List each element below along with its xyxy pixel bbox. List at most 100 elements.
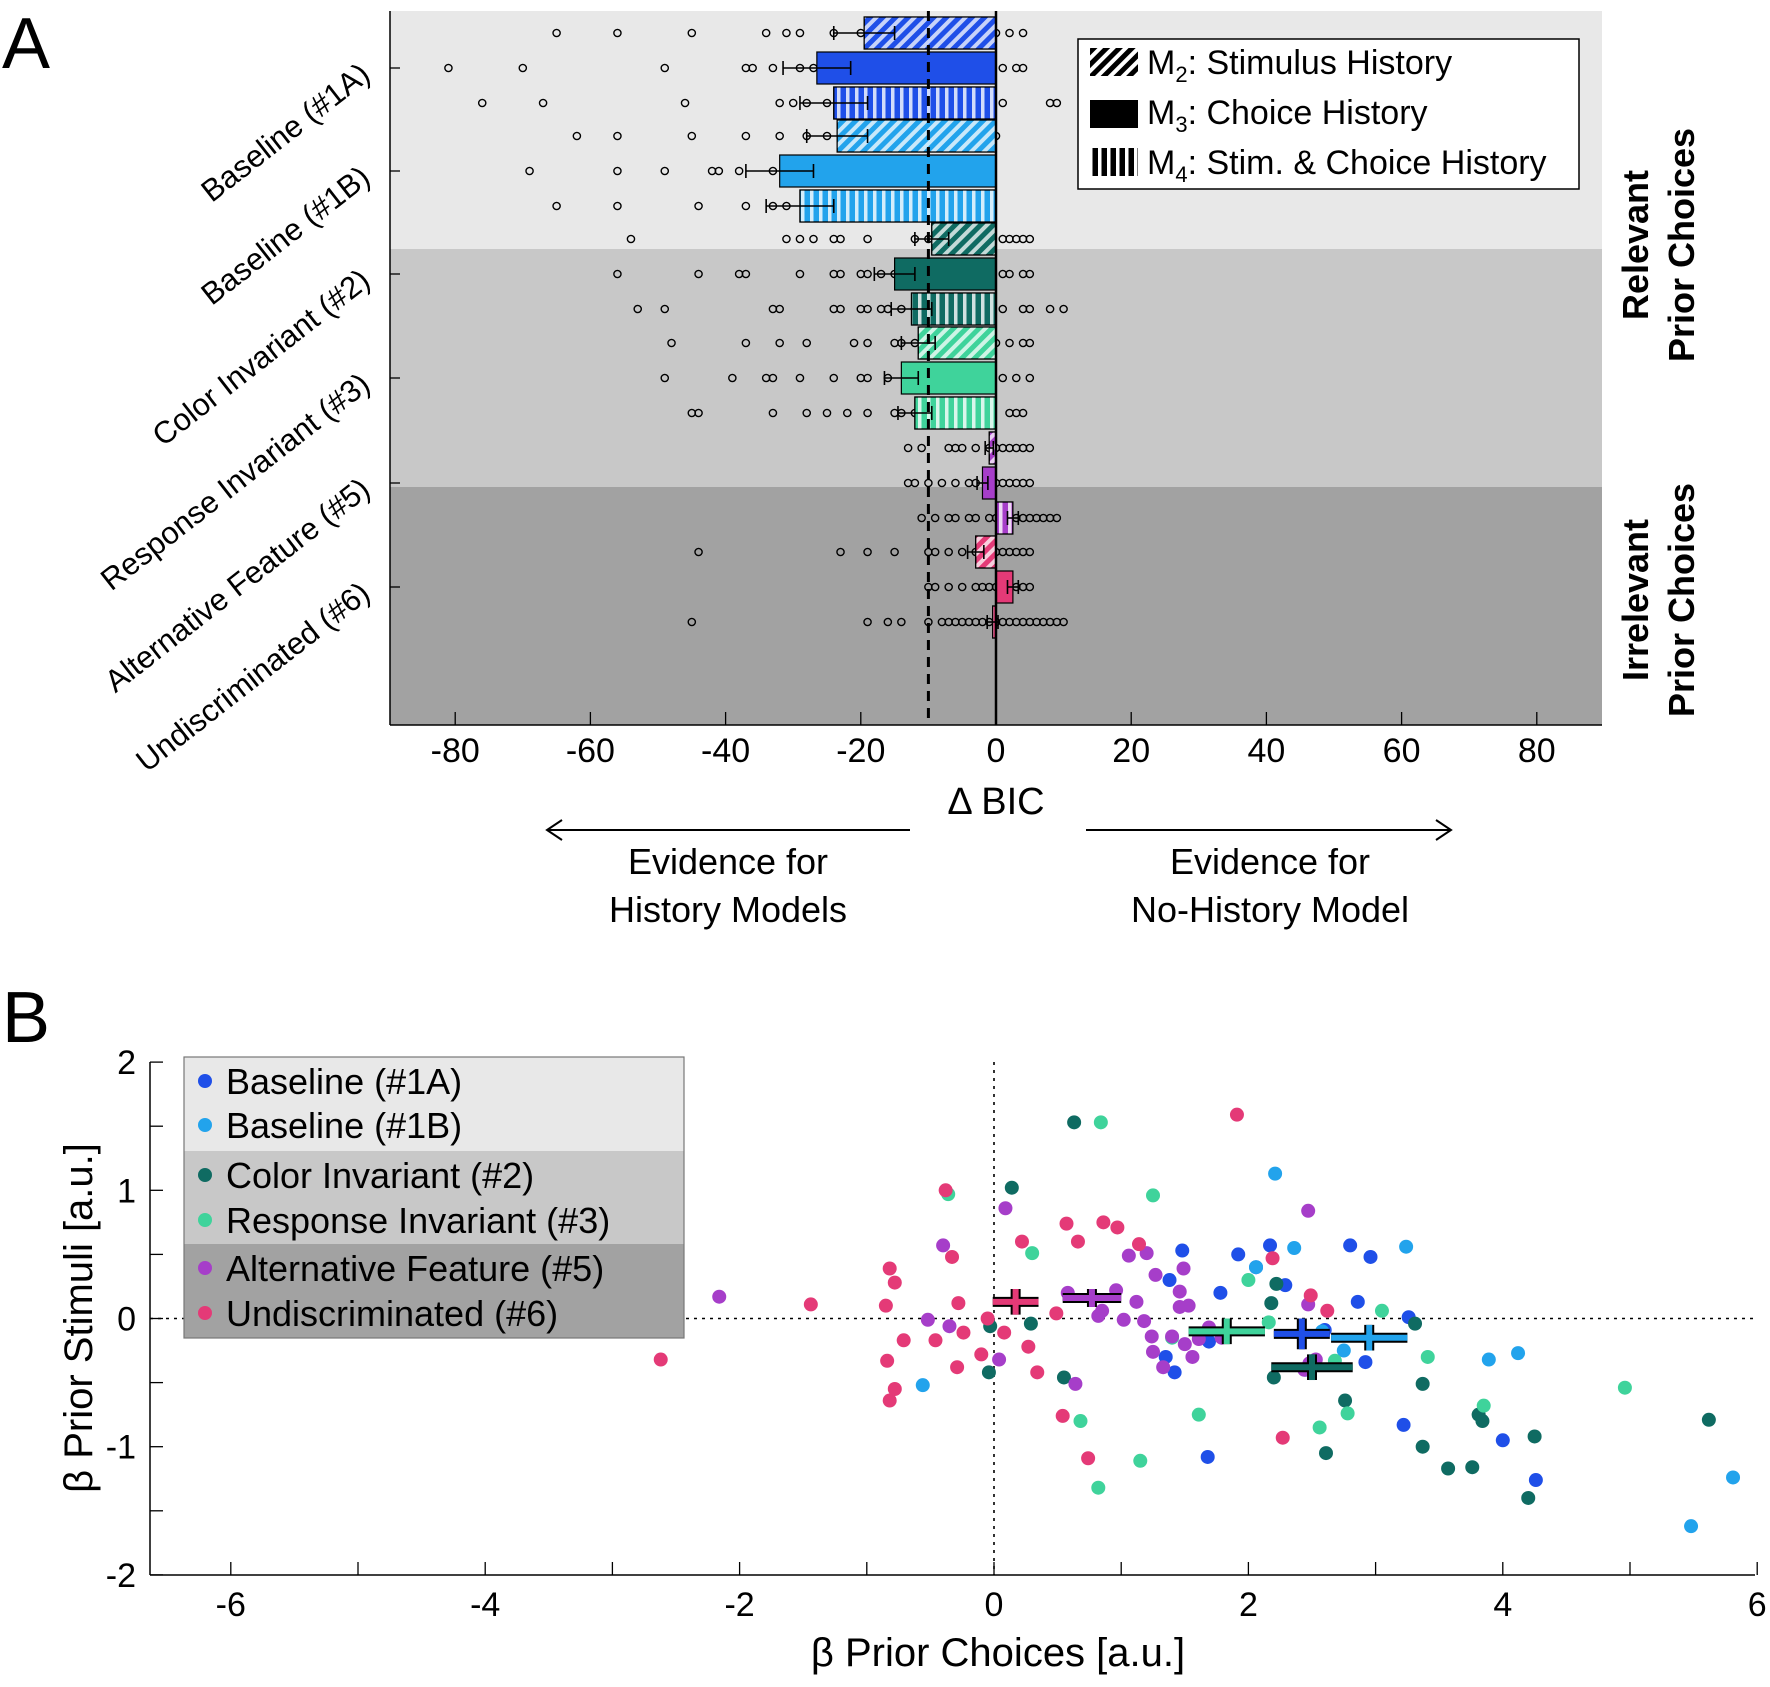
individual-point bbox=[572, 131, 582, 141]
scatter-point bbox=[997, 1325, 1012, 1340]
scatter-point bbox=[1056, 1370, 1071, 1385]
individual-point bbox=[1005, 338, 1014, 348]
scatter-point bbox=[1261, 1315, 1276, 1330]
scatter-point bbox=[1073, 1414, 1088, 1429]
individual-point bbox=[910, 478, 920, 488]
individual-point bbox=[552, 28, 561, 38]
individual-point bbox=[694, 269, 703, 279]
individual-point bbox=[660, 373, 670, 383]
individual-point bbox=[998, 373, 1008, 383]
individual-point bbox=[930, 513, 940, 523]
individual-point bbox=[734, 166, 744, 176]
scatter-point bbox=[1358, 1355, 1373, 1370]
scatter-point bbox=[1049, 1306, 1064, 1321]
individual-point bbox=[775, 338, 784, 348]
individual-point bbox=[741, 201, 751, 211]
x-tick-label: 20 bbox=[1112, 732, 1150, 770]
individual-point bbox=[613, 269, 622, 279]
scatter-point bbox=[1133, 1453, 1148, 1468]
scatter-point bbox=[1528, 1473, 1543, 1488]
group-label-relevant-line2: Prior Choices bbox=[1661, 128, 1702, 362]
scatter-point bbox=[1726, 1470, 1741, 1485]
individual-point bbox=[944, 547, 953, 557]
panel-a-y-ticks: Baseline (#1A)Baseline (#1B)Color Invari… bbox=[94, 56, 400, 779]
scatter-point bbox=[1172, 1284, 1187, 1299]
panel-b-x-ticks: -6 -4 -2 0 2 4 6 bbox=[216, 1562, 1767, 1624]
individual-point bbox=[613, 166, 622, 176]
scatter-point bbox=[1266, 1370, 1281, 1385]
scatter-point bbox=[1312, 1420, 1327, 1435]
scatter-point bbox=[1441, 1461, 1456, 1476]
mean-cross bbox=[1331, 1324, 1408, 1351]
x-tick-label: 4 bbox=[1493, 1586, 1512, 1624]
annotation-right: Evidence for No-History Model bbox=[1086, 819, 1453, 930]
x-tick-label: -80 bbox=[431, 732, 480, 770]
category-label: Response Invariant (#3) bbox=[94, 366, 376, 597]
individual-point bbox=[775, 98, 784, 108]
scatter-point bbox=[1156, 1360, 1171, 1375]
scatter-point bbox=[1340, 1406, 1355, 1421]
scatter-point bbox=[1132, 1237, 1147, 1252]
scatter-point bbox=[951, 1296, 966, 1311]
individual-point bbox=[917, 443, 926, 453]
scatter-point bbox=[974, 1347, 989, 1362]
scatter-point bbox=[1213, 1285, 1228, 1300]
scatter-point bbox=[878, 1298, 893, 1313]
scatter-point bbox=[980, 1311, 995, 1326]
panel-a-error-bars bbox=[745, 26, 1020, 629]
scatter-point bbox=[936, 1238, 951, 1253]
individual-point bbox=[768, 373, 778, 383]
scatter-point bbox=[653, 1352, 668, 1367]
scatter-point bbox=[1320, 1303, 1335, 1318]
individual-point bbox=[1059, 617, 1068, 627]
legend-shade-irrelevant bbox=[184, 1244, 684, 1338]
scatter-point bbox=[1129, 1294, 1144, 1309]
legend-item-m2: M2: Stimulus History bbox=[1147, 44, 1452, 87]
x-tick-label: 0 bbox=[987, 732, 1006, 770]
individual-point bbox=[842, 408, 852, 418]
individual-point bbox=[863, 338, 872, 348]
x-tick-label: 80 bbox=[1518, 732, 1556, 770]
individual-point bbox=[694, 547, 703, 557]
legend-marker bbox=[198, 1168, 212, 1182]
scatter-point bbox=[887, 1382, 902, 1397]
scatter-point bbox=[1318, 1446, 1333, 1461]
annotation-left: Evidence for History Models bbox=[545, 819, 910, 930]
scatter-point bbox=[1350, 1294, 1365, 1309]
scatter-point bbox=[1137, 1314, 1152, 1329]
scatter-point bbox=[1167, 1365, 1182, 1380]
individual-point bbox=[775, 131, 784, 141]
annotation-right-line1: Evidence for bbox=[1170, 841, 1370, 882]
panel-a-letter: A bbox=[2, 4, 50, 84]
annotation-right-line2: No-History Model bbox=[1131, 889, 1409, 930]
individual-point bbox=[694, 408, 703, 418]
y-tick-label: -2 bbox=[106, 1557, 136, 1595]
individual-point bbox=[687, 28, 697, 38]
scatter-point bbox=[1144, 1329, 1159, 1344]
scatter-point bbox=[1527, 1429, 1542, 1444]
individual-point bbox=[822, 408, 832, 418]
y-tick-label: 0 bbox=[117, 1301, 136, 1339]
scatter-point bbox=[1185, 1349, 1200, 1364]
scatter-point bbox=[950, 1360, 965, 1375]
scatter-point bbox=[1231, 1247, 1246, 1262]
individual-point bbox=[1052, 98, 1062, 108]
individual-point bbox=[957, 547, 967, 557]
bar-m3 bbox=[893, 257, 997, 291]
group-label-irrelevant-line2: Prior Choices bbox=[1661, 483, 1702, 717]
scatter-point bbox=[928, 1333, 943, 1348]
individual-point bbox=[903, 443, 913, 453]
scatter-point bbox=[1177, 1337, 1192, 1352]
individual-point bbox=[538, 98, 548, 108]
scatter-point bbox=[1363, 1249, 1378, 1264]
scatter-point bbox=[956, 1325, 971, 1340]
individual-point bbox=[951, 513, 960, 523]
scatter-point bbox=[1408, 1316, 1423, 1331]
scatter-point bbox=[1476, 1398, 1491, 1413]
individual-point bbox=[687, 131, 697, 141]
individual-point bbox=[1025, 338, 1035, 348]
scatter-point bbox=[1249, 1260, 1264, 1275]
individual-point bbox=[863, 269, 872, 279]
x-tick-label: -6 bbox=[216, 1586, 246, 1624]
scatter-point bbox=[1070, 1234, 1085, 1249]
